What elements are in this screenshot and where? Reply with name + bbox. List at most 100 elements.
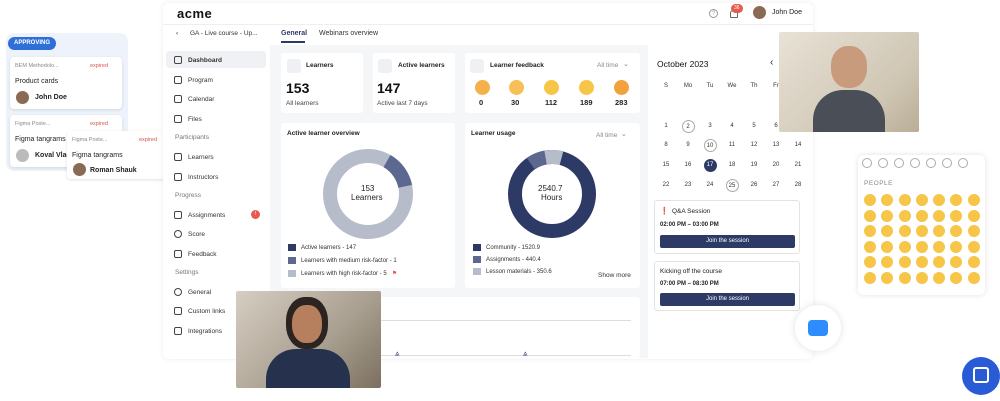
- emoji-item[interactable]: [933, 225, 946, 237]
- calendar-day[interactable]: 25: [725, 178, 739, 192]
- sidebar-item-learners[interactable]: Learners: [174, 153, 214, 161]
- kanban-card[interactable]: BEM Methodolo... expired Product cards J…: [10, 57, 122, 109]
- emoji-item[interactable]: [967, 225, 980, 237]
- emoji-item[interactable]: [864, 194, 876, 206]
- show-more-link[interactable]: Show more: [598, 272, 631, 279]
- calendar-day[interactable]: 27: [772, 181, 780, 188]
- calendar-day[interactable]: 11: [728, 142, 736, 149]
- emoji-item[interactable]: [881, 194, 894, 206]
- emoji-item[interactable]: [915, 271, 928, 284]
- sidebar-item-files[interactable]: Files: [174, 115, 202, 123]
- sidebar-item-assignments[interactable]: Assignments: [174, 211, 225, 219]
- emoji-item[interactable]: [898, 209, 911, 222]
- user-name[interactable]: John Doe: [772, 9, 802, 16]
- emoji-grid[interactable]: [864, 194, 985, 284]
- emoji-item[interactable]: [967, 256, 980, 268]
- emoji-item[interactable]: [881, 271, 894, 284]
- emoji-item[interactable]: [898, 256, 911, 268]
- emoji-item[interactable]: [967, 209, 980, 222]
- calendar-day[interactable]: 6: [774, 122, 778, 129]
- emoji-item[interactable]: [950, 194, 963, 206]
- user-avatar[interactable]: [753, 6, 766, 19]
- sidebar-item-custom-links[interactable]: Custom links: [174, 307, 225, 315]
- tab-general[interactable]: General: [281, 30, 308, 37]
- emoji-item[interactable]: [933, 194, 946, 206]
- time-filter-dropdown[interactable]: All time: [596, 132, 618, 139]
- calendar-day[interactable]: 14: [794, 142, 802, 149]
- calendar-day[interactable]: 28: [794, 181, 802, 188]
- calendar-day[interactable]: 3: [708, 122, 712, 129]
- calendar-day[interactable]: 23: [684, 181, 692, 188]
- emoji-item[interactable]: [898, 271, 911, 284]
- emoji-item[interactable]: [881, 256, 894, 268]
- zoom-button[interactable]: [795, 305, 841, 351]
- emoji-item[interactable]: [967, 194, 980, 206]
- course-title[interactable]: GA - Live course - Up...: [190, 30, 258, 37]
- emoji-item[interactable]: [864, 256, 876, 268]
- emoji-item[interactable]: [950, 256, 963, 268]
- emoji-item[interactable]: [950, 240, 963, 253]
- sidebar-item-feedback[interactable]: Feedback: [174, 250, 217, 258]
- calendar-day[interactable]: 20: [772, 162, 780, 169]
- calendar-day[interactable]: 15: [662, 162, 670, 169]
- prev-month-chevron-icon[interactable]: ‹: [770, 57, 774, 68]
- calendar-day[interactable]: 17: [703, 159, 717, 173]
- sidebar-item-program[interactable]: Program: [174, 76, 213, 84]
- emoji-item[interactable]: [915, 240, 928, 253]
- emoji-item[interactable]: [898, 240, 911, 253]
- time-filter-dropdown[interactable]: All time: [597, 62, 619, 69]
- emoji-item[interactable]: [915, 194, 928, 206]
- emoji-item[interactable]: [864, 240, 876, 253]
- calendar-day[interactable]: 13: [772, 142, 780, 149]
- sidebar-item-general[interactable]: General: [174, 288, 211, 296]
- calendar-day[interactable]: 2: [681, 119, 695, 133]
- calendar-day[interactable]: 24: [706, 181, 714, 188]
- back-chevron-icon[interactable]: ‹: [176, 30, 179, 37]
- emoji-item[interactable]: [933, 240, 946, 253]
- emoji-item[interactable]: [967, 271, 980, 284]
- emoji-item[interactable]: [864, 271, 876, 284]
- chat-launcher-button[interactable]: [962, 357, 1000, 395]
- emoji-item[interactable]: [950, 225, 963, 237]
- calendar-day[interactable]: 26: [750, 181, 758, 188]
- kanban-card-dragging[interactable]: Figma Poste... expired Figma tangrams Ro…: [67, 131, 170, 179]
- sidebar-item-score[interactable]: Score: [174, 230, 205, 238]
- calendar-day[interactable]: 1: [664, 122, 668, 129]
- emoji-item[interactable]: [864, 225, 876, 237]
- tab-webinars-overview[interactable]: Webinars overview: [319, 30, 379, 37]
- emoji-item[interactable]: [933, 271, 946, 284]
- emoji-category-tabs[interactable]: [862, 158, 982, 170]
- emoji-item[interactable]: [881, 209, 894, 222]
- calendar-day[interactable]: 5: [752, 122, 756, 129]
- calendar-day[interactable]: 18: [728, 162, 736, 169]
- emoji-item[interactable]: [950, 271, 963, 284]
- emoji-item[interactable]: [864, 209, 876, 222]
- sidebar-item-integrations[interactable]: Integrations: [174, 327, 222, 335]
- calendar-day[interactable]: 10: [703, 139, 717, 153]
- help-icon[interactable]: ?: [709, 9, 718, 18]
- calendar-day[interactable]: 16: [684, 162, 692, 169]
- calendar-day[interactable]: 22: [662, 181, 670, 188]
- emoji-item[interactable]: [881, 240, 894, 253]
- emoji-item[interactable]: [967, 240, 980, 253]
- sidebar-item-instructors[interactable]: Instructors: [174, 173, 218, 181]
- join-session-button[interactable]: Join the session: [660, 235, 795, 248]
- join-session-button[interactable]: Join the session: [660, 293, 795, 306]
- emoji-item[interactable]: [933, 209, 946, 222]
- sidebar-item-dashboard[interactable]: Dashboard: [174, 56, 222, 64]
- emoji-item[interactable]: [881, 225, 894, 237]
- calendar-day[interactable]: 9: [686, 142, 690, 149]
- calendar-day[interactable]: 12: [750, 142, 758, 149]
- calendar-day[interactable]: 8: [664, 142, 668, 149]
- emoji-item[interactable]: [915, 225, 928, 237]
- calendar-day[interactable]: 21: [794, 162, 802, 169]
- emoji-item[interactable]: [898, 194, 911, 206]
- sidebar-item-calendar[interactable]: Calendar: [174, 95, 214, 103]
- emoji-item[interactable]: [933, 256, 946, 268]
- calendar-day[interactable]: 19: [750, 162, 758, 169]
- emoji-item[interactable]: [898, 225, 911, 237]
- emoji-item[interactable]: [915, 209, 928, 222]
- calendar-day[interactable]: 4: [730, 122, 734, 129]
- emoji-item[interactable]: [950, 209, 963, 222]
- emoji-item[interactable]: [915, 256, 928, 268]
